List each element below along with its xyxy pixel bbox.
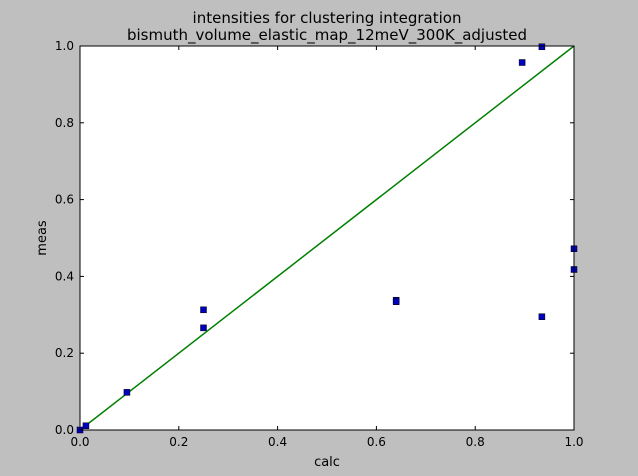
- data-point-8: [538, 43, 546, 51]
- x-tick-label: 0.6: [367, 435, 386, 449]
- data-point-2: [123, 389, 131, 396]
- y-tick-label: 0.6: [55, 193, 74, 207]
- data-point-4: [200, 324, 207, 332]
- data-point-7: [518, 59, 526, 66]
- y-tick-label: 1.0: [55, 39, 74, 53]
- x-axis: 0.0 0.2 0.4 0.6 0.8 1.0: [70, 46, 584, 449]
- plot-frame: [79, 45, 575, 431]
- data-point-9: [538, 313, 546, 320]
- y-tick-label: 0.4: [55, 269, 74, 283]
- y-tick-label: 0.8: [55, 116, 74, 130]
- x-tick-label: 0.4: [268, 435, 287, 449]
- chart-title: intensities for clustering integration: [193, 9, 462, 27]
- data-point-3: [200, 306, 207, 314]
- y-tick-label: 0.0: [55, 423, 74, 437]
- y-tick-label: 0.2: [55, 346, 74, 360]
- data-point-1: [82, 422, 90, 430]
- x-tick-label: 0.0: [70, 435, 89, 449]
- x-tick-label: 0.2: [169, 435, 188, 449]
- x-tick-label: 1.0: [564, 435, 583, 449]
- reference-line: [79, 45, 575, 431]
- reference-line-layer: [79, 45, 575, 431]
- x-axis-label: calc: [314, 455, 340, 470]
- x-tick-label: 0.8: [466, 435, 485, 449]
- y-axis-label: meas: [35, 220, 50, 256]
- data-point-6: [392, 298, 400, 305]
- y-axis: 0.0 0.2 0.4 0.6 0.8 1.0: [55, 39, 574, 437]
- chart-subtitle: bismuth_volume_elastic_map_12meV_300K_ad…: [127, 26, 527, 45]
